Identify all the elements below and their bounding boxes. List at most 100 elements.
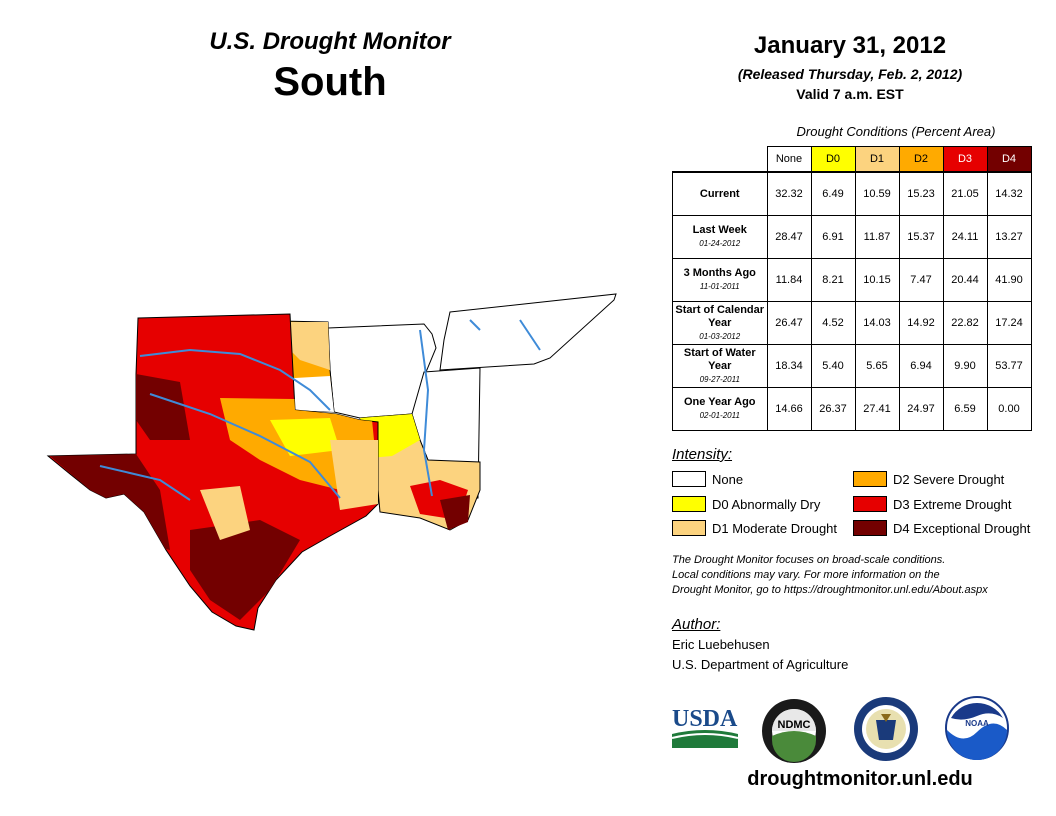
site-url[interactable]: droughtmonitor.unl.edu xyxy=(747,768,973,790)
table-cell: 15.23 xyxy=(898,171,944,216)
note-line: Drought Monitor, go to https://droughtmo… xyxy=(672,584,988,596)
region-name: South xyxy=(273,60,387,104)
rivers xyxy=(99,319,541,501)
legend-label: D4 Exceptional Drought xyxy=(893,520,1031,536)
legend-swatch xyxy=(853,471,887,487)
row-date: 11-01-2011 xyxy=(699,282,740,291)
table-cell: 8.21 xyxy=(810,258,856,302)
legend-item-none: None xyxy=(672,471,743,487)
legend-swatch xyxy=(853,520,887,536)
table-cell: 11.84 xyxy=(766,258,812,302)
table-cell: 5.40 xyxy=(810,344,856,388)
table-row: 3 Months Ago 11-01-2011 11.84 8.21 10.15 … xyxy=(672,258,1032,302)
table-cell: 6.94 xyxy=(898,344,944,388)
info-note: The Drought Monitor focuses on broad-sca… xyxy=(672,553,1042,598)
table-cell: 32.32 xyxy=(766,171,812,216)
legend-label: D2 Severe Drought xyxy=(893,471,1005,487)
table-cell: 14.66 xyxy=(766,387,812,431)
table-cell: 20.44 xyxy=(942,258,988,302)
row-label: 3 Months Ago 11-01-2011 xyxy=(672,258,768,302)
table-cell: 26.47 xyxy=(766,301,812,345)
ndmc-logo-text: NDMC xyxy=(778,719,811,731)
row-date: 02-01-2011 xyxy=(699,411,740,420)
table-cell: 10.15 xyxy=(854,258,900,302)
author-name: Eric Luebehusen xyxy=(672,637,770,652)
legend-label: D1 Moderate Drought xyxy=(712,520,838,536)
legend-label: D0 Abnormally Dry xyxy=(712,496,821,512)
table-cell: 22.82 xyxy=(942,301,988,345)
legend-swatch xyxy=(672,520,706,536)
row-label-text: Last Week xyxy=(692,224,747,236)
row-label-text: 3 Months Ago xyxy=(683,267,756,279)
noaa-logo-icon[interactable]: NOAA xyxy=(945,696,1009,760)
noaa-logo-text: NOAA xyxy=(965,719,989,728)
table-cell: 17.24 xyxy=(986,301,1032,345)
author-label: Author: xyxy=(672,616,721,633)
table-cell: 5.65 xyxy=(854,344,900,388)
row-label: Current xyxy=(672,171,768,216)
title-block: U.S. Drought Monitor South xyxy=(150,28,510,105)
table-cell: 24.97 xyxy=(898,387,944,431)
table-header-row: None D0 D1 D2 D3 D4 xyxy=(673,146,1032,173)
col-header-d2: D2 xyxy=(898,146,944,173)
row-label-text: One Year Ago xyxy=(683,396,756,408)
table-cell: 4.52 xyxy=(810,301,856,345)
col-header-d0: D0 xyxy=(810,146,856,173)
legend-label: None xyxy=(712,471,744,487)
col-header-none: None xyxy=(766,146,812,173)
legend-item-d2: D2 Severe Drought xyxy=(853,471,1004,487)
row-label: Start of Water Year 09-27-2011 xyxy=(672,344,768,388)
table-cell: 14.03 xyxy=(854,301,900,345)
row-date: 01-24-2012 xyxy=(699,239,741,248)
table-cell: 6.91 xyxy=(810,215,856,259)
table-row: One Year Ago 02-01-2011 14.66 26.37 27.41… xyxy=(672,387,1032,431)
drought-table: None D0 D1 D2 D3 D4 Current 32.32 6.49 1… xyxy=(672,146,1032,431)
row-date: 09-27-2011 xyxy=(699,374,740,384)
legend-item-d3: D3 Extreme Drought xyxy=(853,496,1012,512)
row-label: One Year Ago 02-01-2011 xyxy=(672,387,768,431)
table-cell: 21.05 xyxy=(942,171,988,216)
note-line: The Drought Monitor focuses on broad-sca… xyxy=(672,554,946,566)
map-title: U.S. Drought Monitor xyxy=(209,28,451,55)
legend-swatch xyxy=(672,471,706,487)
table-cell: 9.90 xyxy=(942,344,988,388)
table-cell: 18.34 xyxy=(766,344,812,388)
legend-item-d0: D0 Abnormally Dry xyxy=(672,496,820,512)
table-cell: 15.37 xyxy=(898,215,944,259)
table-row: Start of Water Year 09-27-2011 18.34 5.40… xyxy=(672,344,1032,388)
author-org: U.S. Department of Agriculture xyxy=(672,657,849,672)
row-label: Start of Calendar Year 01-03-2012 xyxy=(672,301,768,345)
table-cell: 24.11 xyxy=(942,215,988,259)
row-date: 01-03-2012 xyxy=(699,331,741,341)
legend-swatch xyxy=(853,496,887,512)
table-cell: 0.00 xyxy=(986,387,1032,431)
table-cell: 14.32 xyxy=(986,171,1032,216)
commerce-seal-icon[interactable] xyxy=(853,696,919,762)
table-cell: 6.59 xyxy=(942,387,988,431)
table-cell: 28.47 xyxy=(766,215,812,259)
table-caption: Drought Conditions (Percent Area) xyxy=(796,124,996,139)
intensity-label: Intensity: xyxy=(672,446,733,463)
drought-map xyxy=(46,293,617,631)
legend-item-d1: D1 Moderate Drought xyxy=(672,520,837,536)
table-cell: 6.49 xyxy=(810,171,856,216)
table-corner xyxy=(673,147,768,173)
table-row: Current 32.32 6.49 10.59 15.23 21.05 14.… xyxy=(672,171,1032,216)
col-header-d3: D3 xyxy=(942,146,988,173)
table-cell: 7.47 xyxy=(898,258,944,302)
legend-label: D3 Extreme Drought xyxy=(893,496,1012,512)
table-cell: 11.87 xyxy=(854,215,900,259)
col-header-d1: D1 xyxy=(854,146,900,173)
row-label-text: Start of Water Year xyxy=(683,346,756,372)
table-cell: 26.37 xyxy=(810,387,856,431)
row-label-text: Start of Calendar Year xyxy=(675,303,765,329)
usda-logo-icon[interactable]: USDA xyxy=(670,702,740,750)
table-cell: 13.27 xyxy=(986,215,1032,259)
map-date: January 31, 2012 xyxy=(753,32,947,59)
table-cell: 14.92 xyxy=(898,301,944,345)
ndmc-logo-icon[interactable]: NDMC xyxy=(761,698,827,764)
table-cell: 53.77 xyxy=(986,344,1032,388)
table-row: Last Week 01-24-2012 28.47 6.91 11.87 15.… xyxy=(672,215,1032,259)
row-label-text: Current xyxy=(699,187,740,200)
valid-time: Valid 7 a.m. EST xyxy=(796,86,904,102)
